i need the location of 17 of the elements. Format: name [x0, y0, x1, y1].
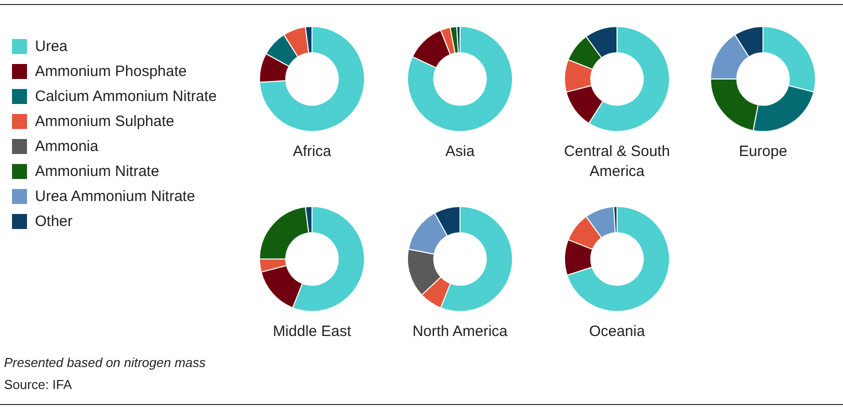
text: Asia [444, 142, 476, 162]
text: Middle East [272, 322, 352, 342]
legend-label: Urea Ammonium Nitrate [35, 188, 196, 205]
text: North America [411, 322, 509, 342]
legend-label: Calcium Ammonium Nitrate [35, 88, 217, 105]
text: Africa [292, 142, 332, 162]
legend-label: Urea [35, 38, 68, 55]
legend-label: Ammonium Nitrate [35, 163, 160, 180]
text: Oceania [588, 322, 646, 342]
legend-label: Other [35, 213, 73, 230]
legend-label: Ammonia [35, 138, 98, 155]
legend-label: Ammonium Sulphate [35, 113, 174, 130]
source-note: Source: IFA [4, 376, 73, 394]
text: Presented based on nitrogen mass [4, 354, 206, 372]
text: Europe [738, 142, 788, 162]
legend-label: Ammonium Phosphate [35, 63, 187, 80]
text: Central & South America [563, 142, 671, 182]
